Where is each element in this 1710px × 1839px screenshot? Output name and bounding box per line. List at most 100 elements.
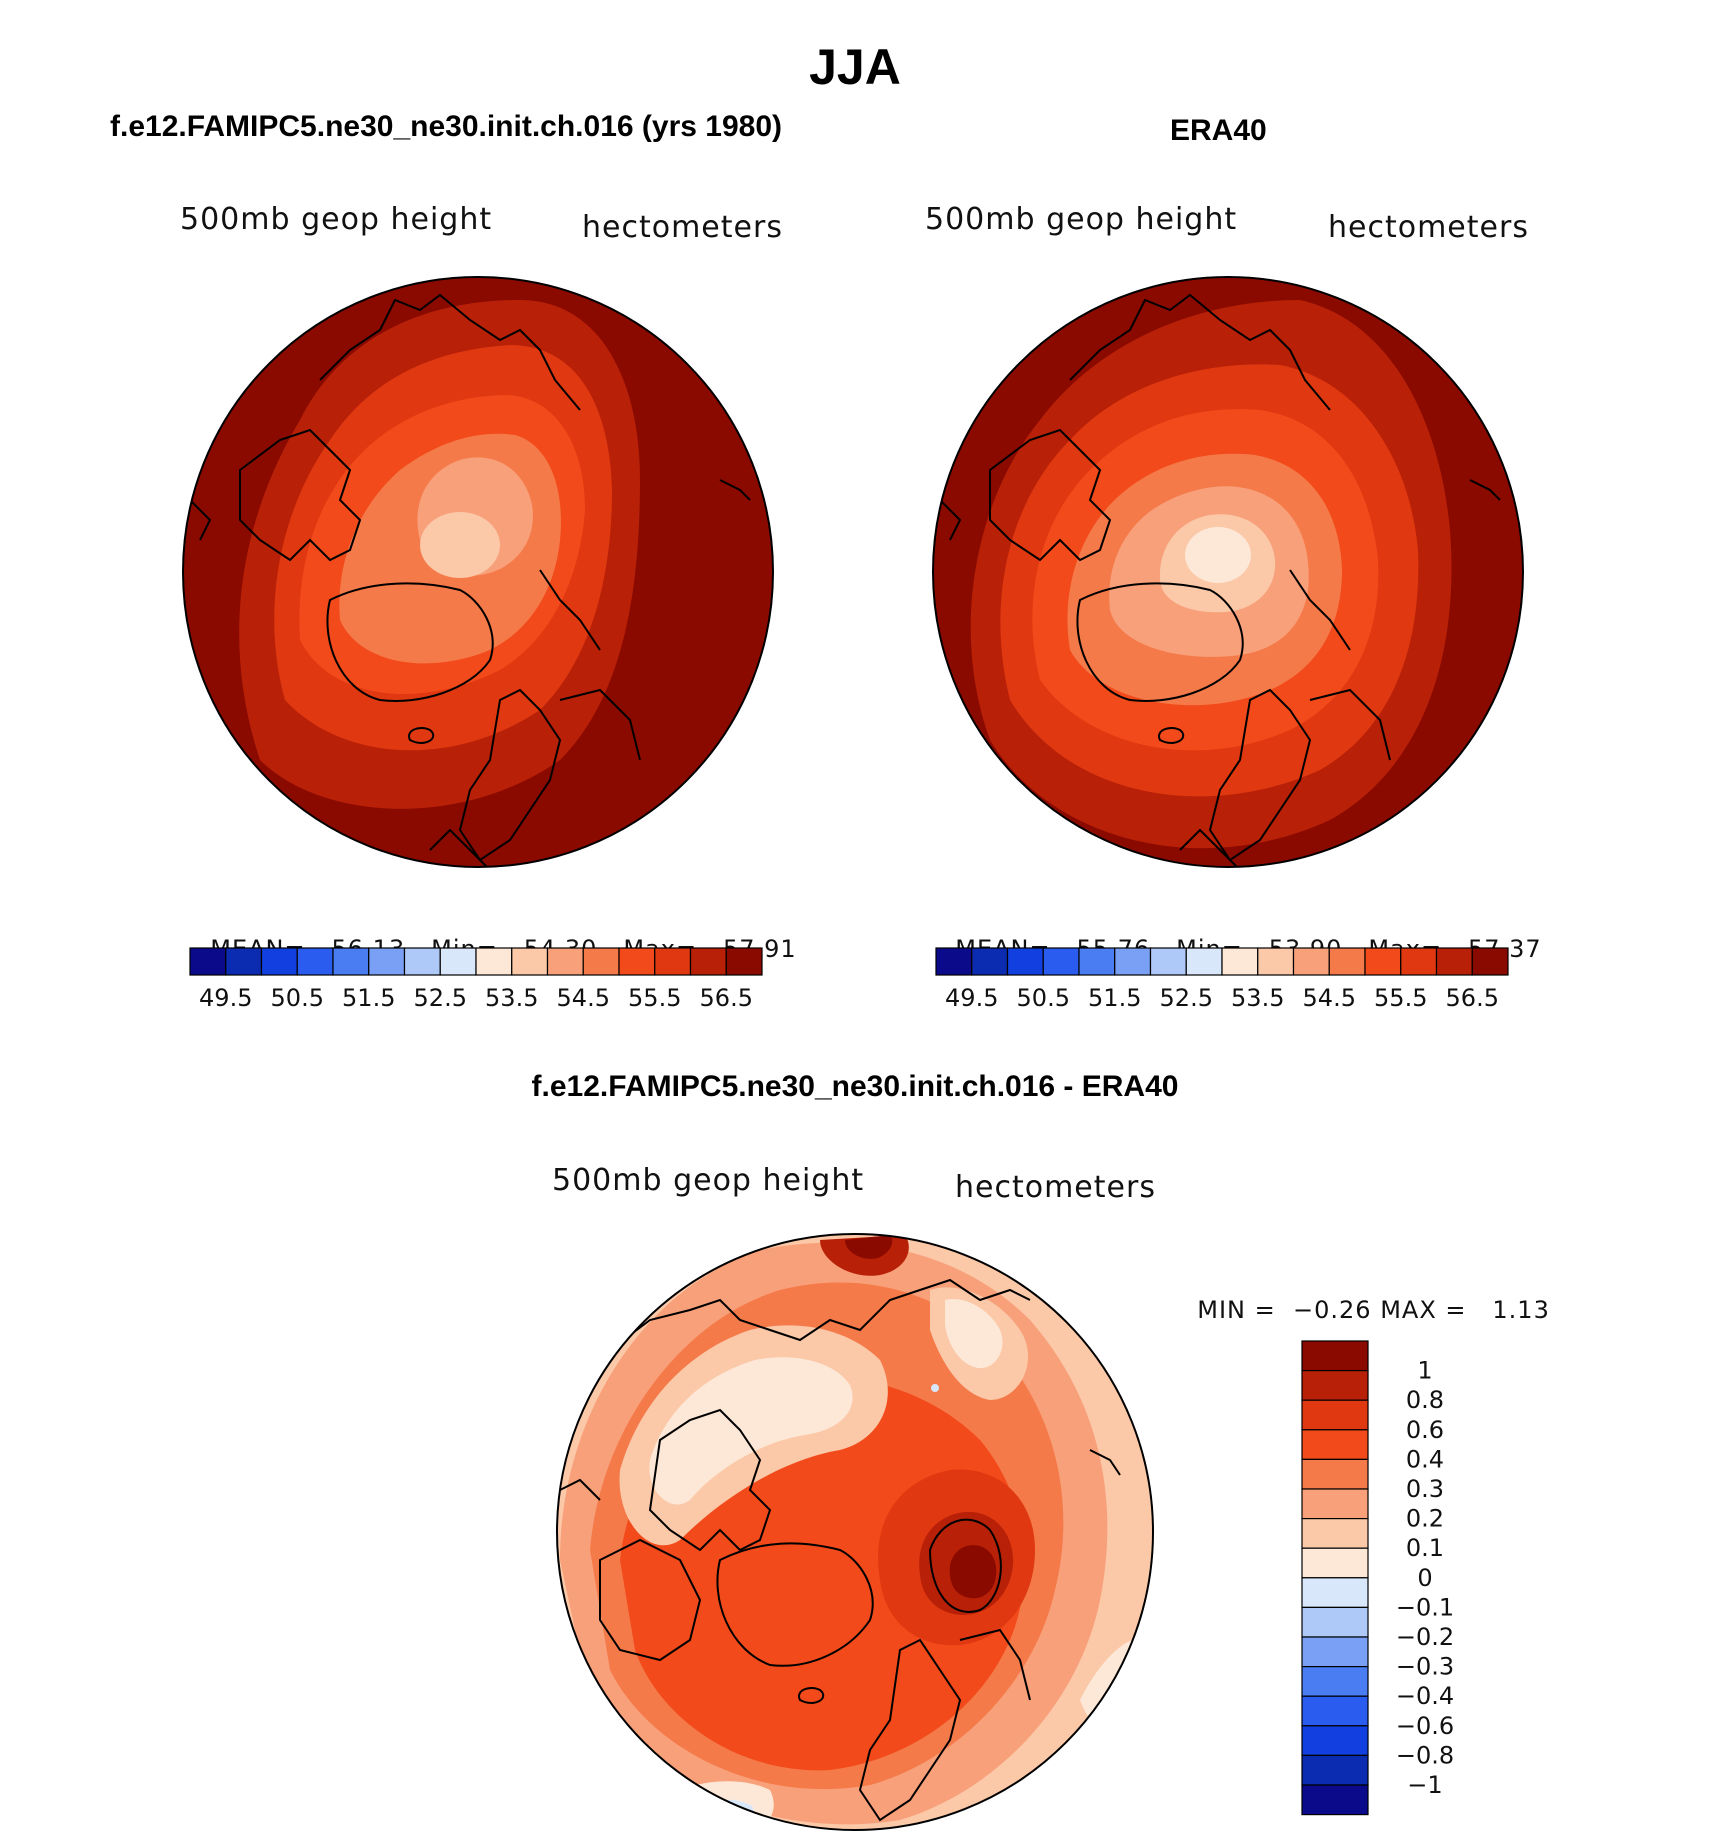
diff-colorbar-label: −0.3 xyxy=(1396,1653,1454,1681)
panel-1-colorbar-label: 53.5 xyxy=(485,984,538,1012)
diff-colorbar-label: 0.3 xyxy=(1406,1475,1444,1503)
panel-1-colorbar: 49.5 50.5 51.5 52.5 53.5 54.5 55.5 56.5 xyxy=(189,947,763,1012)
panel-1-colorbar-swatch xyxy=(403,947,441,976)
panel-1-map xyxy=(183,277,773,867)
diff-colorbar-label: 0.8 xyxy=(1406,1386,1444,1414)
panel-2-colorbar-swatch xyxy=(1292,947,1330,976)
diff-max-label: MAX = xyxy=(1380,1296,1467,1324)
diff-colorbar-label: 0.2 xyxy=(1406,1505,1444,1533)
panel-1-colorbar-swatch xyxy=(260,947,298,976)
panel-2-colorbar-swatch xyxy=(1328,947,1366,976)
panel-2-colorbar-swatch xyxy=(1149,947,1187,976)
panel-1-colorbar-swatch xyxy=(546,947,584,976)
diff-colorbar-label: −0.4 xyxy=(1396,1682,1454,1710)
panel-1-colorbar-swatch xyxy=(511,947,549,976)
diff-colorbar-swatch xyxy=(1301,1517,1369,1549)
panel-1-map-border xyxy=(182,276,774,868)
diff-panel-title: f.e12.FAMIPC5.ne30_ne30.init.ch.016 - ER… xyxy=(531,1070,1179,1103)
diff-colorbar-label: 0.6 xyxy=(1406,1416,1444,1444)
diff-colorbar-swatch xyxy=(1301,1636,1369,1668)
panel-2-colorbar-swatch xyxy=(1471,947,1509,976)
panel-1-colorbar-swatch xyxy=(475,947,513,976)
diff-colorbar-swatch xyxy=(1301,1458,1369,1490)
diff-colorbar-label: −0.8 xyxy=(1396,1741,1454,1769)
diff-colorbar-swatch xyxy=(1301,1547,1369,1579)
panel-1-colorbar-swatch xyxy=(189,947,227,976)
panel-2-colorbar-label: 56.5 xyxy=(1446,984,1499,1012)
panel-2-colorbar-label: 52.5 xyxy=(1160,984,1213,1012)
panel-2-colorbar-swatch xyxy=(1006,947,1044,976)
diff-colorbar-label: −0.1 xyxy=(1396,1593,1454,1621)
panel-1-colorbar-swatch xyxy=(654,947,692,976)
diff-colorbar-label: −1 xyxy=(1407,1771,1442,1799)
diff-colorbar-swatch xyxy=(1301,1369,1369,1401)
panel-2-coastlines xyxy=(939,293,1501,867)
diff-colorbar-swatch xyxy=(1301,1665,1369,1697)
diff-colorbar-label: −0.6 xyxy=(1396,1712,1454,1740)
diff-colorbar: 10.80.60.40.30.20.10−0.1−0.2−0.3−0.4−0.6… xyxy=(1301,1340,1454,1816)
panel-2-units-label: hectometers xyxy=(1328,210,1529,245)
panel-2-colorbar-swatch xyxy=(1078,947,1116,976)
panel-2-map xyxy=(933,277,1523,867)
panel-2-map-border xyxy=(932,276,1524,868)
diff-colorbar-swatch xyxy=(1301,1340,1369,1372)
panel-2-colorbar-swatch xyxy=(1257,947,1295,976)
panel-2-colorbar: 49.5 50.5 51.5 52.5 53.5 54.5 55.5 56.5 xyxy=(935,947,1509,1012)
diff-max-value: 1.13 xyxy=(1492,1296,1550,1324)
diff-colorbar-swatch xyxy=(1301,1399,1369,1431)
panel-2-colorbar-label: 55.5 xyxy=(1374,984,1427,1012)
diff-panel-variable-label: 500mb geop height xyxy=(552,1163,865,1198)
diff-colorbar-swatch xyxy=(1301,1429,1369,1461)
panel-1-colorbar-swatch xyxy=(296,947,334,976)
panel-1-colorbar-label: 52.5 xyxy=(414,984,467,1012)
panel-1-colorbar-swatch xyxy=(368,947,406,976)
diff-colorbar-swatch xyxy=(1301,1754,1369,1786)
panel-1-colorbar-swatch xyxy=(439,947,477,976)
panel-2-colorbar-swatch xyxy=(1042,947,1080,976)
diff-colorbar-swatch xyxy=(1301,1784,1369,1816)
panel-1-variable-label: 500mb geop height xyxy=(180,202,493,237)
panel-1-colorbar-swatch xyxy=(725,947,763,976)
diff-colorbar-swatch xyxy=(1301,1725,1369,1757)
diff-panel-units-label: hectometers xyxy=(955,1170,1156,1205)
panel-1-coastlines xyxy=(189,293,751,867)
panel-1-colorbar-swatch xyxy=(689,947,727,976)
panel-2-colorbar-swatch xyxy=(1364,947,1402,976)
diff-colorbar-swatch xyxy=(1301,1606,1369,1638)
panel-1-colorbar-swatch xyxy=(618,947,656,976)
diff-panel-map-border xyxy=(556,1233,1154,1831)
panel-2-colorbar-swatch xyxy=(971,947,1009,976)
panel-1-colorbar-swatch xyxy=(225,947,263,976)
diff-colorbar-label: 0.1 xyxy=(1406,1534,1444,1562)
diff-colorbar-swatch xyxy=(1301,1488,1369,1520)
panel-1-colorbar-label: 55.5 xyxy=(628,984,681,1012)
panel-2-colorbar-label: 49.5 xyxy=(945,984,998,1012)
panel-2-colorbar-swatch xyxy=(935,947,973,976)
diff-colorbar-label: 1 xyxy=(1417,1357,1432,1385)
panel-1-colorbar-label: 51.5 xyxy=(342,984,395,1012)
diff-colorbar-label: −0.2 xyxy=(1396,1623,1454,1651)
panel-2-colorbar-swatch xyxy=(1114,947,1152,976)
panel-1-colorbar-label: 54.5 xyxy=(557,984,610,1012)
diff-panel-coastlines xyxy=(559,1278,1121,1822)
diff-min-label: MIN = xyxy=(1197,1296,1276,1324)
panel-2-colorbar-label: 51.5 xyxy=(1088,984,1141,1012)
diff-colorbar-swatch xyxy=(1301,1695,1369,1727)
panel-1-colorbar-label: 49.5 xyxy=(199,984,252,1012)
diff-colorbar-label: 0.4 xyxy=(1406,1445,1444,1473)
panel-2-colorbar-swatch xyxy=(1435,947,1473,976)
figure-title: JJA xyxy=(809,39,901,95)
panel-2-variable-label: 500mb geop height xyxy=(925,202,1238,237)
diff-min-value: −0.26 xyxy=(1293,1296,1372,1324)
panel-2-colorbar-label: 54.5 xyxy=(1303,984,1356,1012)
panel-2-title: ERA40 xyxy=(1170,114,1267,147)
panel-1-colorbar-swatch xyxy=(582,947,620,976)
diff-range-stats: MIN = −0.26 MAX = 1.13 xyxy=(1180,1268,1550,1324)
panel-2-colorbar-swatch xyxy=(1185,947,1223,976)
diff-colorbar-label: 0 xyxy=(1417,1564,1432,1592)
panel-1-title: f.e12.FAMIPC5.ne30_ne30.init.ch.016 (yrs… xyxy=(110,110,782,143)
panel-2-colorbar-swatch xyxy=(1221,947,1259,976)
panel-2-colorbar-label: 50.5 xyxy=(1017,984,1070,1012)
panel-2-colorbar-label: 53.5 xyxy=(1231,984,1284,1012)
